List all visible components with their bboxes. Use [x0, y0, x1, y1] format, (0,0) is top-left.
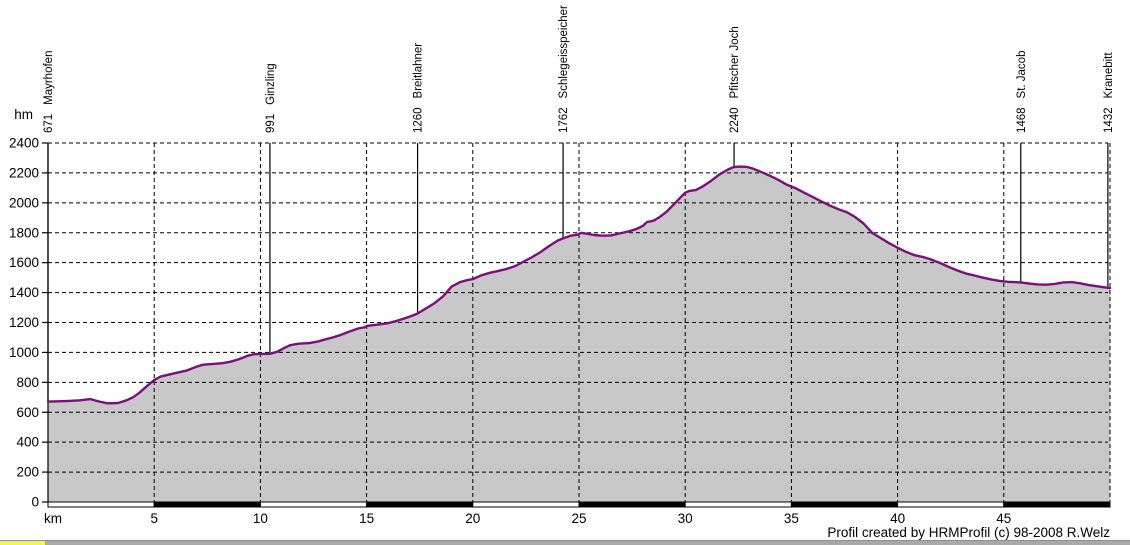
y-tick-label: 1200 — [9, 315, 39, 330]
waypoint-label: 2240 Pfitscher Joch — [729, 26, 741, 133]
waypoint-label: 991 Ginzling — [265, 63, 277, 133]
waypoint-label: 1432 Kranebitt — [1103, 52, 1115, 133]
x-scale-bar-segment — [790, 501, 899, 508]
profile-line — [46, 165, 1112, 405]
x-tick-label: 15 — [359, 511, 374, 526]
x-scale-bar-segment — [259, 501, 368, 508]
x-tick-label: 45 — [996, 511, 1011, 526]
x-tick-label: 40 — [890, 511, 905, 526]
x-scale-bar-segment — [366, 501, 474, 508]
y-tick-label: 400 — [16, 435, 39, 450]
y-tick-label: 0 — [31, 495, 39, 510]
waypoint-label: 1260 Breitlahner — [413, 43, 425, 133]
waypoint-label: 1762 Schlegeisspeicher — [558, 5, 570, 133]
waypoint-label: 1468 St. Jacob — [1016, 51, 1028, 133]
y-tick-label: 2400 — [9, 136, 39, 151]
x-scale-bar-segment — [472, 501, 580, 508]
waypoint-label: 671 Mayrhofen — [43, 51, 55, 133]
y-axis-label: hm — [14, 107, 33, 122]
y-tick-label: 600 — [16, 405, 39, 420]
x-tick-label: 20 — [465, 511, 480, 526]
y-tick-label: 200 — [16, 465, 39, 480]
y-tick-label: 1000 — [9, 345, 39, 360]
x-tick-label: 25 — [571, 511, 586, 526]
x-scale-bar-segment — [47, 501, 155, 508]
x-tick-label: 10 — [253, 511, 268, 526]
x-tick-label: 5 — [150, 511, 158, 526]
x-scale-bar-segment — [578, 501, 686, 508]
x-scale-bar-segment — [684, 501, 792, 508]
footer-bar — [0, 540, 1130, 545]
y-tick-label: 2200 — [9, 165, 39, 180]
y-tick-label: 1400 — [9, 285, 39, 300]
y-tick-label: 1800 — [9, 225, 39, 240]
y-tick-label: 2000 — [9, 195, 39, 210]
x-tick-label: 35 — [784, 511, 799, 526]
x-tick-label: 30 — [678, 511, 693, 526]
y-tick-label: 800 — [16, 375, 39, 390]
attribution-text: Profil created by HRMProfil (c) 98-2008 … — [827, 525, 1110, 540]
x-scale-bar-segment — [1003, 501, 1111, 508]
x-scale-bar-segment — [153, 501, 261, 508]
x-axis-label: km — [44, 511, 62, 526]
footer-progress-segment — [0, 541, 45, 545]
y-tick-label: 1600 — [9, 255, 39, 270]
x-scale-bar-segment — [897, 501, 1005, 508]
